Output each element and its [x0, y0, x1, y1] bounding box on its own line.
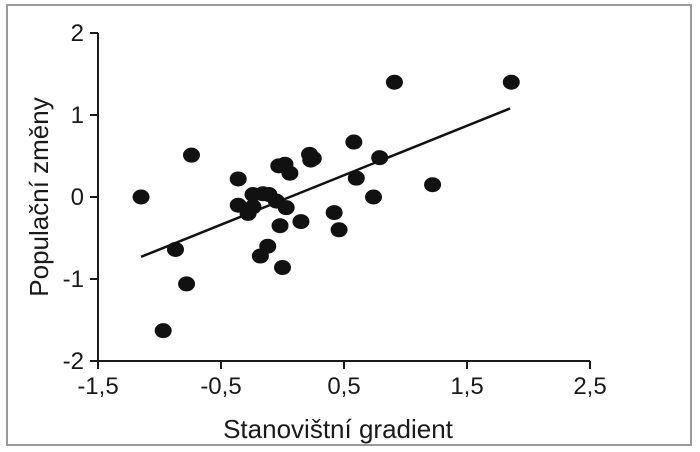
data-point [281, 166, 298, 181]
data-point [424, 177, 441, 192]
data-point [348, 171, 365, 186]
x-axis-title: Stanovištní gradient [223, 414, 454, 444]
data-point [259, 239, 276, 254]
data-point [244, 199, 261, 214]
data-point [230, 171, 247, 186]
data-point [278, 200, 295, 215]
chart-frame: 2 1 0 -1 -2 -1,5 -0,5 0,5 1,5 2,5 Stanovištní gr… [6, 4, 692, 446]
data-point [274, 260, 291, 275]
scatter-chart: 2 1 0 -1 -2 -1,5 -0,5 0,5 1,5 2,5 Stanovištní gr… [8, 6, 690, 444]
x-tick-label: -1,5 [77, 373, 118, 400]
data-point [503, 75, 520, 90]
y-axis-title: Populační změny [24, 97, 54, 296]
x-tick-label: 2,5 [573, 373, 606, 400]
y-tick-label: 1 [71, 102, 84, 129]
y-tick-label: 0 [71, 184, 84, 211]
x-ticks: -1,5 -0,5 0,5 1,5 2,5 [77, 361, 606, 400]
data-point [272, 218, 289, 233]
data-point [167, 242, 184, 257]
data-point [331, 222, 348, 237]
data-point [155, 323, 172, 338]
data-point [371, 150, 388, 165]
data-point [345, 135, 362, 150]
y-ticks: 2 1 0 -1 -2 [63, 20, 98, 375]
data-point [292, 214, 309, 229]
data-point [305, 151, 322, 166]
data-point [386, 75, 403, 90]
x-tick-label: -0,5 [200, 373, 241, 400]
x-tick-label: 1,5 [450, 373, 483, 400]
y-tick-label: 2 [71, 20, 84, 47]
data-point [326, 205, 343, 220]
data-point [178, 276, 195, 291]
data-points [133, 75, 520, 338]
regression-line [141, 108, 510, 256]
x-tick-label: 0,5 [327, 373, 360, 400]
y-tick-label: -1 [63, 266, 84, 293]
data-point [365, 190, 382, 205]
data-point [133, 190, 150, 205]
y-tick-label: -2 [63, 348, 84, 375]
data-point [183, 148, 200, 163]
